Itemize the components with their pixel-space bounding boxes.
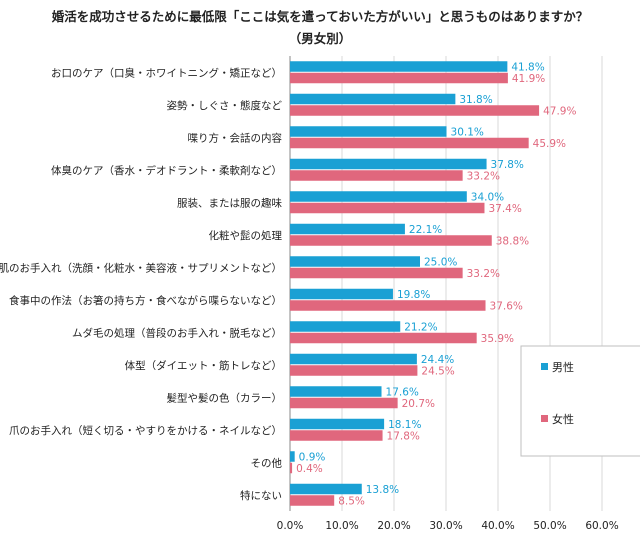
- category-label: その他: [251, 456, 283, 469]
- data-label-female: 38.8%: [496, 235, 529, 247]
- data-label-male: 41.8%: [511, 61, 544, 73]
- bar-female: [290, 137, 529, 149]
- data-label-female: 33.2%: [467, 268, 500, 280]
- category-label: 肌のお手入れ（洗顔・化粧水・美容液・サプリメントなど）: [0, 261, 282, 274]
- bar-male: [290, 256, 420, 267]
- bar-female: [290, 170, 463, 181]
- category-label: 爪のお手入れ（短く切る・やすりをかける・ネイルなど）: [9, 424, 282, 437]
- category-label: 服装、または服の趣味: [177, 196, 282, 209]
- legend-swatch-female: [541, 415, 548, 422]
- data-label-female: 33.2%: [467, 170, 500, 182]
- category-label: 体臭のケア（香水・デオドラント・柔軟剤など）: [51, 164, 282, 177]
- x-tick-labels: 0.0% 10.0% 20.0% 30.0% 40.0% 50.0% 60.0%: [277, 520, 619, 532]
- data-label-male: 25.0%: [424, 256, 457, 268]
- bar-male: [290, 61, 508, 72]
- bar-female: [290, 332, 477, 344]
- data-label-female: 17.8%: [387, 430, 420, 442]
- bar-female: [290, 105, 540, 116]
- category-label: 体型（ダイエット・筋トレなど）: [125, 359, 282, 372]
- bar-female: [290, 267, 463, 279]
- data-label-male: 21.2%: [404, 321, 437, 333]
- category-label: お口のケア（口臭・ホワイトニング・矯正など）: [51, 66, 282, 79]
- bar-male: [290, 451, 295, 462]
- bar-male: [290, 483, 362, 495]
- bar-male: [290, 126, 447, 137]
- x-tick-label: 10.0%: [325, 520, 358, 532]
- bar-male: [290, 321, 401, 332]
- data-label-male: 31.8%: [459, 94, 492, 106]
- data-label-male: 22.1%: [409, 224, 442, 236]
- category-label: 姿勢・しぐさ・態度など: [167, 99, 283, 112]
- bar-female: [290, 462, 293, 474]
- category-label: 特にない: [240, 490, 282, 502]
- data-label-female: 24.5%: [421, 365, 454, 377]
- legend-box: [520, 345, 640, 457]
- legend-label-female: 女性: [552, 412, 574, 426]
- data-label-female: 41.9%: [512, 73, 545, 85]
- x-tick-label: 20.0%: [377, 520, 410, 532]
- data-label-female: 45.9%: [533, 138, 566, 150]
- data-label-female: 8.5%: [338, 495, 365, 507]
- chart-title: 婚活を成功させるために最低限「ここは気を遣っておいた方がいい」と思うものはありま…: [51, 9, 589, 24]
- data-label-female: 35.9%: [481, 333, 514, 345]
- data-label-male: 30.1%: [451, 126, 484, 138]
- data-label-female: 37.4%: [488, 203, 521, 215]
- legend-label-male: 男性: [552, 360, 574, 374]
- data-label-male: 17.6%: [386, 386, 419, 398]
- x-tick-label: 60.0%: [585, 520, 618, 532]
- data-label-male: 19.8%: [397, 289, 430, 301]
- x-tick-label: 30.0%: [429, 520, 462, 532]
- x-tick-label: 50.0%: [533, 520, 566, 532]
- bar-female: [290, 300, 486, 311]
- bar-female: [290, 397, 398, 409]
- category-label: 喋り方・会話の内容: [188, 131, 283, 144]
- bars: 41.8%41.9%31.8%47.9%30.1%45.9%37.8%33.2%…: [290, 61, 576, 507]
- legend-swatch-male: [541, 363, 548, 370]
- bar-male: [290, 223, 405, 235]
- category-label: 食事中の作法（お箸の持ち方・食べながら喋らないなど）: [9, 294, 282, 307]
- chart-subtitle: （男女別）: [288, 31, 352, 46]
- bar-male: [290, 386, 382, 397]
- category-label: ムダ毛の処理（普段のお手入れ・脱毛など）: [72, 326, 282, 339]
- x-tick-label: 0.0%: [277, 520, 304, 532]
- data-label-female: 47.9%: [543, 105, 576, 117]
- data-label-male: 24.4%: [421, 354, 454, 366]
- data-label-male: 34.0%: [471, 191, 504, 203]
- bar-male: [290, 158, 487, 170]
- bar-male: [290, 353, 417, 365]
- category-labels: お口のケア（口臭・ホワイトニング・矯正など） 姿勢・しぐさ・態度など喋り方・会話の…: [0, 66, 282, 502]
- category-label: 髪型や髪の色（カラー）: [167, 391, 283, 404]
- bar-female: [290, 235, 492, 246]
- category-label: 化粧や髭の処理: [209, 229, 283, 242]
- bar-female: [290, 72, 508, 84]
- bar-female: [290, 202, 485, 214]
- data-label-male: 18.1%: [388, 419, 421, 431]
- bar-female: [290, 365, 418, 376]
- data-label-male: 13.8%: [366, 484, 399, 496]
- x-tick-label: 40.0%: [481, 520, 514, 532]
- bar-male: [290, 93, 456, 105]
- data-label-female: 20.7%: [402, 398, 435, 410]
- data-label-female: 0.4%: [296, 463, 323, 475]
- bar-male: [290, 418, 385, 430]
- data-label-male: 0.9%: [299, 451, 326, 463]
- bar-female: [290, 430, 383, 441]
- bar-male: [290, 288, 393, 300]
- data-label-male: 37.8%: [491, 159, 524, 171]
- bar-female: [290, 495, 335, 506]
- data-label-female: 37.6%: [490, 300, 523, 312]
- bar-male: [290, 191, 467, 202]
